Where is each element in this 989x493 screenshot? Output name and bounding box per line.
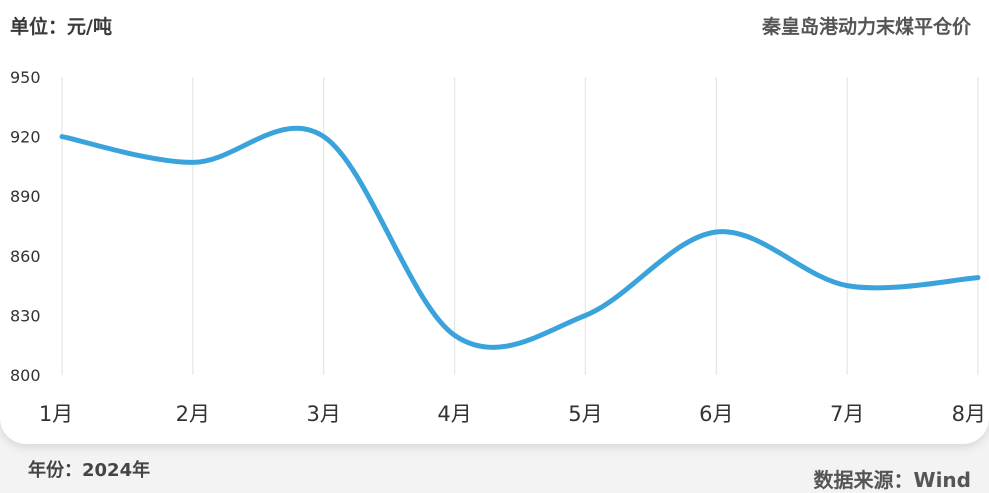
y-tick-label: 950 [10, 68, 41, 87]
data-point [190, 160, 195, 165]
data-point [60, 134, 65, 139]
year-note: 年份：2024年 [28, 460, 151, 481]
series-line [59, 125, 981, 350]
y-axis-ticks: 950 920 890 860 830 800 [10, 68, 41, 385]
data-point [714, 229, 719, 234]
y-tick-label: 890 [10, 187, 41, 206]
chart-card: 单位：元/吨 秦皇岛港动力末煤平仓价 950 920 890 860 830 800 1月… [0, 0, 989, 444]
x-tick-label: 6月 [699, 402, 733, 426]
x-tick-label: 4月 [437, 402, 471, 426]
line-chart: 950 920 890 860 830 800 1月 2月 3月 4月 5月 6月 7月 8月 [10, 68, 986, 426]
x-tick-label: 8月 [952, 402, 986, 426]
x-axis-ticks: 1月 2月 3月 4月 5月 6月 7月 8月 [39, 402, 986, 426]
y-tick-label: 830 [10, 306, 41, 325]
y-tick-label: 860 [10, 247, 41, 266]
x-tick-label: 3月 [307, 402, 341, 426]
x-tick-label: 2月 [176, 402, 210, 426]
x-tick-label: 5月 [568, 402, 602, 426]
data-point [321, 134, 326, 139]
x-tick-label: 7月 [830, 402, 864, 426]
data-point [583, 313, 588, 318]
data-point [452, 333, 457, 338]
series-layer [59, 125, 981, 350]
x-tick-label: 1月 [39, 402, 73, 426]
y-tick-label: 920 [10, 128, 41, 147]
grid-layer [61, 77, 979, 375]
data-point [976, 275, 981, 280]
data-point [845, 283, 850, 288]
chart-title: 秦皇岛港动力末煤平仓价 [761, 16, 971, 38]
unit-label: 单位：元/吨 [10, 16, 112, 38]
source-note: 数据来源：Wind [813, 468, 971, 492]
y-tick-label: 800 [10, 366, 41, 385]
